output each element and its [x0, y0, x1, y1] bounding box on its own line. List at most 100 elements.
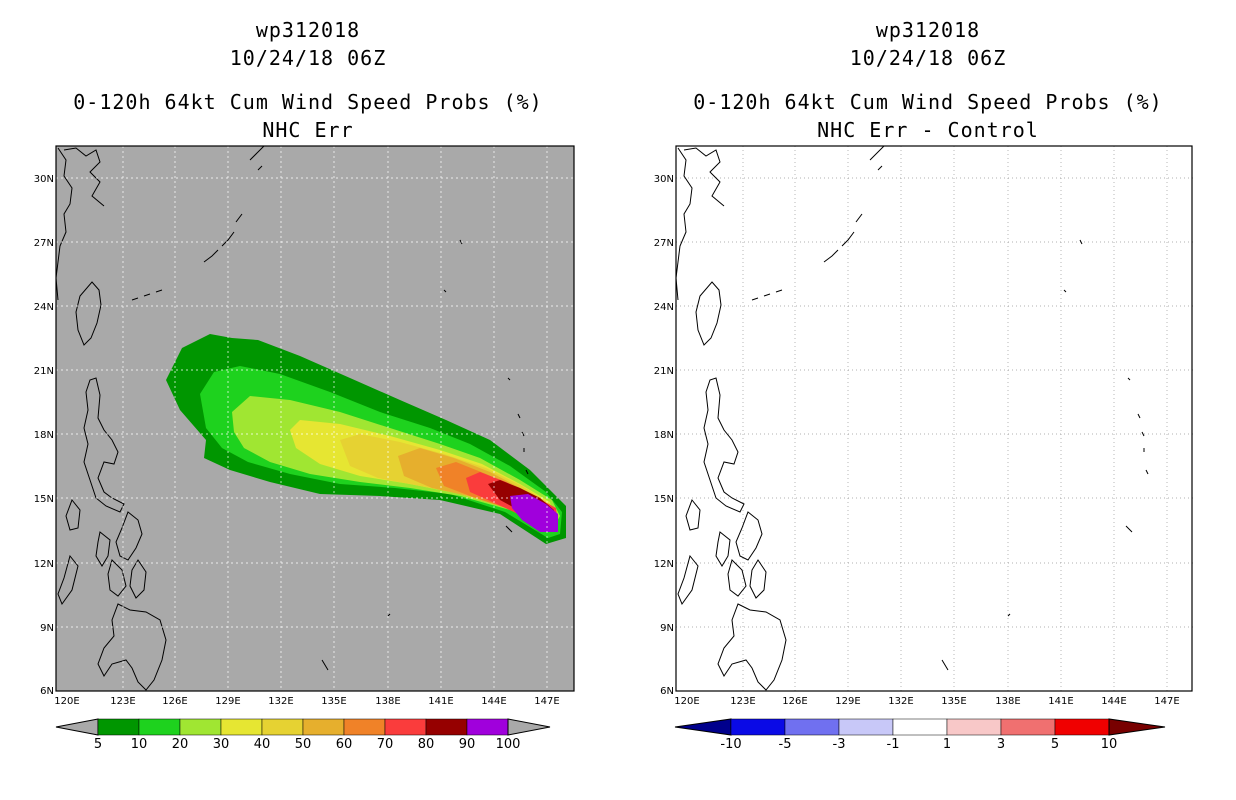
colorbar-swatch: [220, 718, 263, 736]
colorbar-label: -5: [779, 737, 792, 752]
right-map-frame: [675, 145, 1193, 692]
colorbar-label: -10: [720, 737, 741, 752]
left-product-title: 0-120h 64kt Cum Wind Speed Probs (%): [73, 90, 543, 114]
lat-label: 24N: [654, 302, 674, 313]
colorbar-label: 100: [496, 737, 521, 752]
colorbar-swatch: [138, 718, 181, 736]
lon-label: 120E: [674, 696, 699, 707]
colorbar-label: 30: [213, 737, 230, 752]
lon-label: 147E: [1154, 696, 1179, 707]
colorbar-swatch: [946, 718, 1002, 736]
colorbar-label: 3: [997, 737, 1005, 752]
left-map-frame: [55, 145, 575, 692]
lon-label: 126E: [782, 696, 807, 707]
left-datetime: 10/24/18 06Z: [229, 46, 387, 70]
left-lat-labels: 30N 27N 24N 21N 18N 15N 12N 9N 6N: [34, 174, 54, 697]
colorbar-label: 70: [377, 737, 394, 752]
colorbar-swatch: [425, 718, 468, 736]
colorbar-label: -3: [833, 737, 846, 752]
colorbar-swatch: [784, 718, 840, 736]
lat-label: 6N: [40, 686, 54, 697]
lon-label: 135E: [941, 696, 966, 707]
lat-label: 12N: [654, 559, 674, 570]
colorbar-label: 40: [254, 737, 271, 752]
colorbar-swatch: [261, 718, 304, 736]
colorbar-label: 1: [943, 737, 951, 752]
lat-label: 27N: [34, 238, 54, 249]
colorbar-swatch: [97, 718, 140, 736]
lat-label: 9N: [660, 623, 674, 634]
lon-label: 126E: [162, 696, 187, 707]
lat-label: 18N: [34, 430, 54, 441]
right-lon-labels: 120E 123E 126E 129E 132E 135E 138E 141E 144E 147E: [674, 696, 1179, 707]
left-subtitle: NHC Err: [262, 118, 354, 142]
left-storm-id: wp312018: [255, 18, 361, 42]
lon-label: 141E: [1048, 696, 1073, 707]
lat-label: 24N: [34, 302, 54, 313]
lat-label: 15N: [654, 494, 674, 505]
right-colorbar: -10 -5 -3 -1 1 3 5 10: [674, 718, 1166, 752]
lon-label: 123E: [730, 696, 755, 707]
colorbar-swatch: [838, 718, 894, 736]
lat-label: 15N: [34, 494, 54, 505]
lon-label: 123E: [110, 696, 135, 707]
lat-label: 27N: [654, 238, 674, 249]
lon-label: 138E: [375, 696, 400, 707]
lon-label: 129E: [835, 696, 860, 707]
lon-label: 144E: [481, 696, 506, 707]
colorbar-label: 50: [295, 737, 312, 752]
right-map-background: [676, 146, 1192, 691]
right-lat-labels: 30N 27N 24N 21N 18N 15N 12N 9N 6N: [654, 174, 674, 697]
colorbar-swatch: [1000, 718, 1056, 736]
right-product-title: 0-120h 64kt Cum Wind Speed Probs (%): [693, 90, 1163, 114]
colorbar-swatch: [1054, 718, 1110, 736]
colorbar-swatch: [384, 718, 427, 736]
lat-label: 9N: [40, 623, 54, 634]
left-gridlines: [56, 146, 574, 691]
right-gridlines: [676, 146, 1194, 691]
lon-label: 120E: [54, 696, 79, 707]
colorbar-label: 80: [418, 737, 435, 752]
right-datetime: 10/24/18 06Z: [849, 46, 1007, 70]
colorbar-swatch: [302, 718, 345, 736]
colorbar-label: 10: [1101, 737, 1118, 752]
colorbar-lower-extension: [55, 718, 99, 736]
lon-label: 144E: [1101, 696, 1126, 707]
left-lon-labels: 120E 123E 126E 129E 132E 135E 138E 141E 144E 147E: [54, 696, 559, 707]
lon-label: 147E: [534, 696, 559, 707]
colorbar-label: 20: [172, 737, 189, 752]
colorbar-swatch: [892, 718, 948, 736]
lon-label: 135E: [321, 696, 346, 707]
lon-label: 132E: [888, 696, 913, 707]
colorbar-label: -1: [887, 737, 900, 752]
lon-label: 129E: [215, 696, 240, 707]
lat-label: 21N: [654, 366, 674, 377]
lat-label: 18N: [654, 430, 674, 441]
lat-label: 6N: [660, 686, 674, 697]
right-subtitle: NHC Err - Control: [817, 118, 1039, 142]
right-storm-id: wp312018: [875, 18, 981, 42]
colorbar-swatch: [179, 718, 222, 736]
lat-label: 30N: [34, 174, 54, 185]
colorbar-label: 90: [459, 737, 476, 752]
colorbar-label: 5: [1051, 737, 1059, 752]
colorbar-label: 10: [131, 737, 148, 752]
colorbar-upper-extension: [1108, 718, 1166, 736]
prob-contour-90: [510, 494, 558, 532]
colorbar-swatch: [466, 718, 509, 736]
colorbar-label: 60: [336, 737, 353, 752]
lon-label: 141E: [428, 696, 453, 707]
left-colorbar: 5 10 20 30 40 50 60 70 80 90 100: [55, 718, 551, 752]
lat-label: 12N: [34, 559, 54, 570]
lat-label: 21N: [34, 366, 54, 377]
lat-label: 30N: [654, 174, 674, 185]
colorbar-swatch: [343, 718, 386, 736]
colorbar-swatch: [730, 718, 786, 736]
colorbar-upper-extension: [507, 718, 551, 736]
lon-label: 138E: [995, 696, 1020, 707]
left-probability-contours: [166, 334, 566, 544]
lon-label: 132E: [268, 696, 293, 707]
